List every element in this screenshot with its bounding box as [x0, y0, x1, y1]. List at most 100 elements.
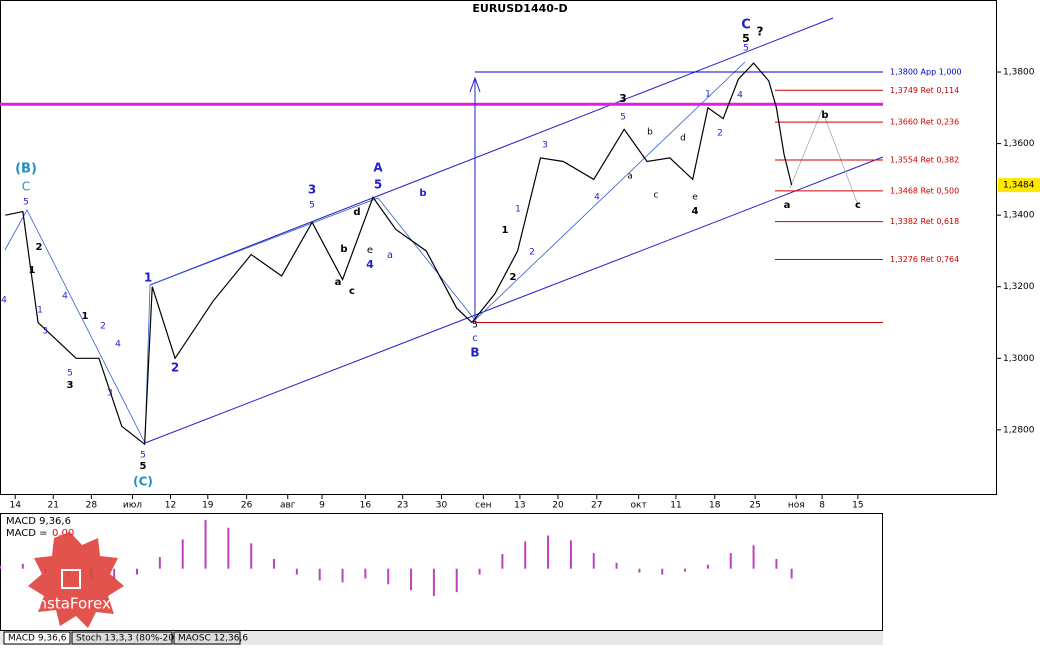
wave-label: 4 [692, 206, 699, 217]
x-tick-label: 26 [241, 501, 253, 511]
wave-label: 1 [82, 311, 89, 322]
wave-label: b [647, 128, 653, 138]
wave-label: 2 [171, 361, 179, 375]
price-frame [0, 0, 997, 495]
wave-label: C [22, 180, 30, 194]
wave-label: 5 [23, 198, 29, 208]
fib-label: 1,3800 App 1,000 [890, 68, 962, 77]
wave-label: c [855, 200, 861, 211]
wave-label: a [784, 200, 791, 211]
wave-label: d [353, 207, 360, 218]
arrow-head [469, 76, 481, 93]
wave-label: 5 [472, 321, 478, 331]
wave-label: 2 [36, 242, 43, 253]
wave-label: a [387, 250, 393, 261]
wave-label: 4 [366, 258, 374, 271]
x-tick-label: 13 [514, 501, 525, 511]
fib-label: 1,3276 Ret 0,764 [890, 255, 959, 264]
wave-label: 4 [737, 91, 743, 101]
wave-label: 2 [717, 129, 723, 139]
fib-label: 1,3749 Ret 0,114 [890, 86, 959, 95]
tab [71, 631, 173, 645]
wave-label: 3 [619, 92, 627, 105]
x-tick-label: 11 [670, 501, 681, 511]
wave-label: A [373, 161, 383, 175]
fib-label: 1,3554 Ret 0,382 [890, 156, 959, 165]
x-tick-label: 16 [360, 501, 372, 511]
macd-value: 0.00 [52, 528, 74, 539]
macd-frame [0, 513, 883, 631]
wave-label: d [680, 134, 686, 144]
wave-label: c [654, 191, 659, 201]
wave-label: C [741, 18, 751, 33]
wave-label: 1 [144, 271, 152, 285]
wave-label: 1 [705, 90, 711, 100]
x-tick-label: 21 [48, 501, 59, 511]
tab [3, 631, 71, 645]
wave-label: 1 [29, 265, 36, 276]
x-tick-label: 27 [591, 501, 602, 511]
logo: InstaForex [28, 532, 124, 628]
wave-label: 2 [529, 248, 535, 258]
x-tick-label: 12 [165, 501, 176, 511]
x-tick-label: окт [631, 501, 647, 511]
wave-label: c [472, 333, 478, 344]
chart-title: EURUSD1440-D [472, 2, 567, 15]
y-tick-label: 1,3200 [1003, 282, 1035, 292]
wave-label: 2 [100, 322, 106, 332]
wave-label: 4 [62, 292, 68, 302]
y-tick-label: 1,3400 [1003, 211, 1035, 221]
fib-label: 1,3382 Ret 0,618 [890, 217, 959, 226]
wave-label: a [627, 172, 633, 182]
wave-label: a [335, 277, 342, 288]
wave-label: 3 [67, 380, 74, 391]
x-tick-label: 15 [852, 501, 863, 511]
wave-label: 1 [502, 225, 509, 236]
wave-label: e [692, 193, 698, 203]
logo-text: InstaForex [33, 595, 111, 613]
wave-label: 4 [115, 340, 121, 350]
y-tick-label: 1,2800 [1003, 425, 1035, 435]
x-tick-label: 20 [552, 501, 564, 511]
x-tick-label: 25 [749, 501, 760, 511]
wave-label: 4 [594, 193, 600, 203]
wave-label: b [340, 244, 347, 255]
channel-lower [144, 156, 884, 444]
x-tick-label: 14 [9, 501, 21, 511]
wave-label: e [367, 245, 373, 256]
y-tick-label: 1,3800 [1003, 68, 1035, 78]
x-tick-label: 19 [202, 501, 214, 511]
fib-label: 1,3660 Ret 0,236 [890, 118, 959, 127]
x-tick-label: ноя [788, 501, 805, 511]
wave-label: b [821, 110, 828, 121]
x-tick-label: сен [475, 501, 491, 511]
wave-label: (B) [15, 162, 37, 177]
x-tick-label: 18 [709, 501, 721, 511]
projection [789, 108, 859, 206]
wave-label: ? [757, 25, 764, 39]
x-tick-label: 8 [819, 501, 825, 511]
tab-label: MAOSC 12,36,6 [178, 634, 248, 644]
logo-badge [28, 532, 124, 628]
wave-label: (C) [133, 475, 153, 489]
x-tick-label: июл [123, 501, 142, 511]
wave-label: B [470, 346, 479, 360]
wave-label: 5 [742, 32, 750, 45]
x-tick-label: авг [280, 501, 296, 511]
tab-label: Stoch 13,3,3 (80%-20%) [76, 634, 186, 644]
wave-label: 5 [743, 44, 749, 54]
x-tick-label: 28 [86, 501, 98, 511]
current-price-label: 1,3484 [1003, 181, 1035, 191]
wave-label: 5 [140, 461, 147, 472]
y-tick-label: 1,3000 [1003, 354, 1035, 364]
wave-label: 3 [308, 183, 316, 197]
y-tick-label: 1,3600 [1003, 139, 1035, 149]
wave-label: 3 [542, 141, 548, 151]
fib-label: 1,3468 Ret 0,500 [890, 186, 959, 195]
x-tick-label: 30 [436, 501, 448, 511]
macd-title: MACD 9,36,6 [6, 516, 71, 527]
x-tick-label: 23 [397, 501, 408, 511]
wave-label: 5 [374, 178, 382, 192]
x-tick-label: 9 [319, 501, 325, 511]
